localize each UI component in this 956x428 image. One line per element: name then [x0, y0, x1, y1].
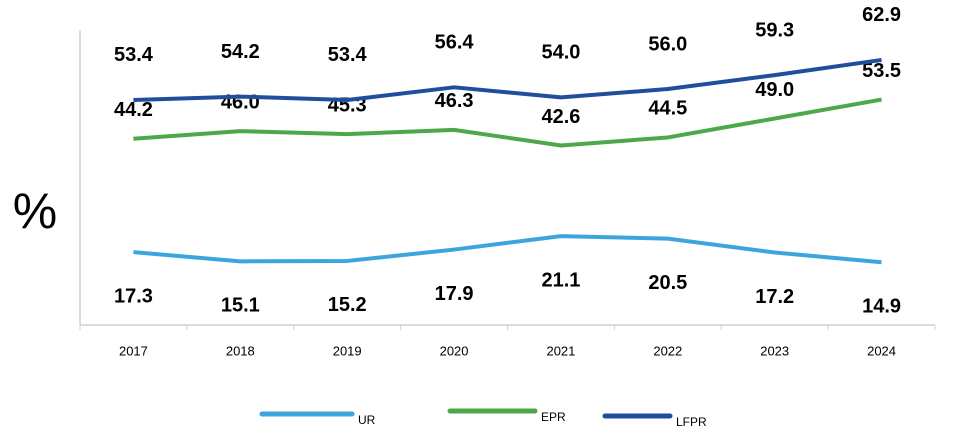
- x-tick-label: 2024: [867, 343, 896, 358]
- data-label: 54.0: [541, 42, 580, 64]
- line: [133, 97, 882, 148]
- legend-label: LFPR: [676, 415, 707, 428]
- y-axis-label: %: [13, 183, 57, 239]
- x-tick-label: 2017: [119, 343, 148, 358]
- data-label: 42.6: [541, 106, 580, 128]
- data-label: 14.9: [862, 295, 901, 317]
- data-label: 56.0: [648, 33, 687, 55]
- data-label: 54.2: [221, 41, 260, 63]
- data-label: 17.3: [114, 285, 153, 307]
- data-label: 44.2: [114, 99, 153, 121]
- x-tick-label: 2023: [760, 343, 789, 358]
- x-tick-label: 2021: [546, 343, 575, 358]
- line: [133, 57, 882, 102]
- data-label: 15.2: [328, 294, 367, 316]
- line: [133, 234, 882, 265]
- data-label: 53.4: [114, 44, 154, 66]
- data-label: 21.1: [541, 269, 580, 291]
- data-label: 17.9: [435, 283, 474, 305]
- x-tick-label: 2020: [440, 343, 469, 358]
- data-label: 62.9: [862, 4, 901, 26]
- data-label: 20.5: [648, 272, 687, 294]
- data-label: 46.3: [435, 90, 474, 112]
- data-label: 53.4: [328, 44, 368, 66]
- data-label: 15.1: [221, 295, 260, 317]
- data-label: 53.5: [862, 60, 901, 82]
- data-label: 59.3: [755, 19, 794, 41]
- data-label: 44.5: [648, 98, 687, 120]
- data-label: 17.2: [755, 286, 794, 308]
- data-label: 56.4: [435, 32, 475, 54]
- x-tick-label: 2018: [226, 343, 255, 358]
- legend-label: EPR: [541, 410, 566, 424]
- legend-label: UR: [358, 413, 376, 427]
- x-tick-label: 2019: [333, 343, 362, 358]
- data-label: 49.0: [755, 79, 794, 101]
- x-tick-label: 2022: [653, 343, 682, 358]
